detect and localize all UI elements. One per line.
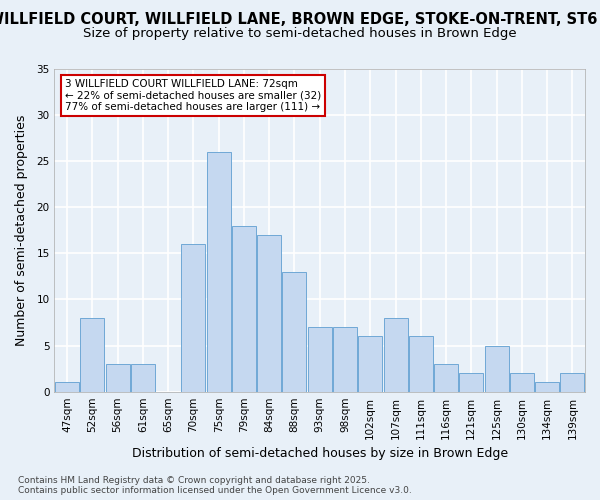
Bar bbox=[333, 327, 357, 392]
Bar bbox=[409, 336, 433, 392]
Bar bbox=[560, 373, 584, 392]
Bar bbox=[308, 327, 332, 392]
Bar bbox=[460, 373, 484, 392]
Text: Size of property relative to semi-detached houses in Brown Edge: Size of property relative to semi-detach… bbox=[83, 28, 517, 40]
Bar bbox=[358, 336, 382, 392]
Bar bbox=[55, 382, 79, 392]
Bar bbox=[283, 272, 307, 392]
Text: 3 WILLFIELD COURT WILLFIELD LANE: 72sqm
← 22% of semi-detached houses are smalle: 3 WILLFIELD COURT WILLFIELD LANE: 72sqm … bbox=[65, 78, 322, 112]
Bar bbox=[485, 346, 509, 392]
Bar bbox=[383, 318, 407, 392]
Bar bbox=[257, 235, 281, 392]
Text: Contains HM Land Registry data © Crown copyright and database right 2025.
Contai: Contains HM Land Registry data © Crown c… bbox=[18, 476, 412, 495]
Bar bbox=[510, 373, 534, 392]
Bar bbox=[206, 152, 230, 392]
X-axis label: Distribution of semi-detached houses by size in Brown Edge: Distribution of semi-detached houses by … bbox=[131, 447, 508, 460]
Bar bbox=[106, 364, 130, 392]
Bar bbox=[434, 364, 458, 392]
Bar bbox=[131, 364, 155, 392]
Bar bbox=[181, 244, 205, 392]
Y-axis label: Number of semi-detached properties: Number of semi-detached properties bbox=[15, 114, 28, 346]
Bar bbox=[535, 382, 559, 392]
Bar bbox=[232, 226, 256, 392]
Bar bbox=[80, 318, 104, 392]
Text: 3, WILLFIELD COURT, WILLFIELD LANE, BROWN EDGE, STOKE-ON-TRENT, ST6 8RY: 3, WILLFIELD COURT, WILLFIELD LANE, BROW… bbox=[0, 12, 600, 28]
